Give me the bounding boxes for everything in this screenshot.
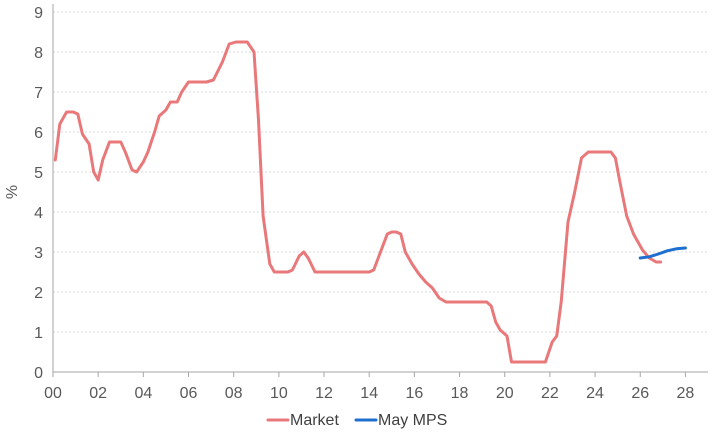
series-line-market bbox=[53, 40, 663, 364]
y-tick-label: 8 bbox=[34, 45, 43, 62]
x-tick-label: 04 bbox=[134, 385, 152, 402]
y-tick-label: 4 bbox=[34, 205, 43, 222]
x-tick-label: 14 bbox=[360, 385, 378, 402]
x-tick-label: 08 bbox=[225, 385, 243, 402]
y-tick-label: 2 bbox=[34, 285, 43, 302]
x-tick-label: 20 bbox=[496, 385, 514, 402]
y-tick-label: 5 bbox=[34, 165, 43, 182]
y-tick-label: 7 bbox=[34, 85, 43, 102]
x-tick-label: 28 bbox=[677, 385, 695, 402]
y-tick-label: 3 bbox=[34, 245, 43, 262]
axes bbox=[52, 4, 708, 373]
y-tick-label: 9 bbox=[34, 5, 43, 22]
legend-label: May MPS bbox=[378, 412, 447, 429]
x-tick-label: 18 bbox=[451, 385, 469, 402]
x-tick-label: 00 bbox=[44, 385, 62, 402]
legend-label: Market bbox=[290, 412, 339, 429]
x-tick-label: 12 bbox=[315, 385, 333, 402]
x-tick-label: 06 bbox=[180, 385, 198, 402]
x-tick-label: 24 bbox=[586, 385, 604, 402]
x-tick-label: 22 bbox=[541, 385, 559, 402]
y-tick-label: 6 bbox=[34, 125, 43, 142]
y-axis-label: % bbox=[4, 185, 21, 199]
x-tick-label: 10 bbox=[270, 385, 288, 402]
gridlines bbox=[53, 11, 708, 333]
legend: Market May MPS bbox=[266, 412, 447, 429]
series-line-may-mps bbox=[638, 246, 687, 260]
y-tick-labels: 0 1 2 3 4 5 6 7 8 9 bbox=[34, 5, 43, 382]
x-tick-label: 02 bbox=[89, 385, 107, 402]
y-tick-label: 1 bbox=[34, 325, 43, 342]
series-lines bbox=[53, 40, 687, 364]
x-tick-label: 26 bbox=[631, 385, 649, 402]
y-tick-label: 0 bbox=[34, 365, 43, 382]
x-tick-label: 16 bbox=[405, 385, 423, 402]
x-tick-labels: 00 02 04 06 08 10 12 14 16 18 20 22 24 26 28 bbox=[44, 372, 694, 402]
